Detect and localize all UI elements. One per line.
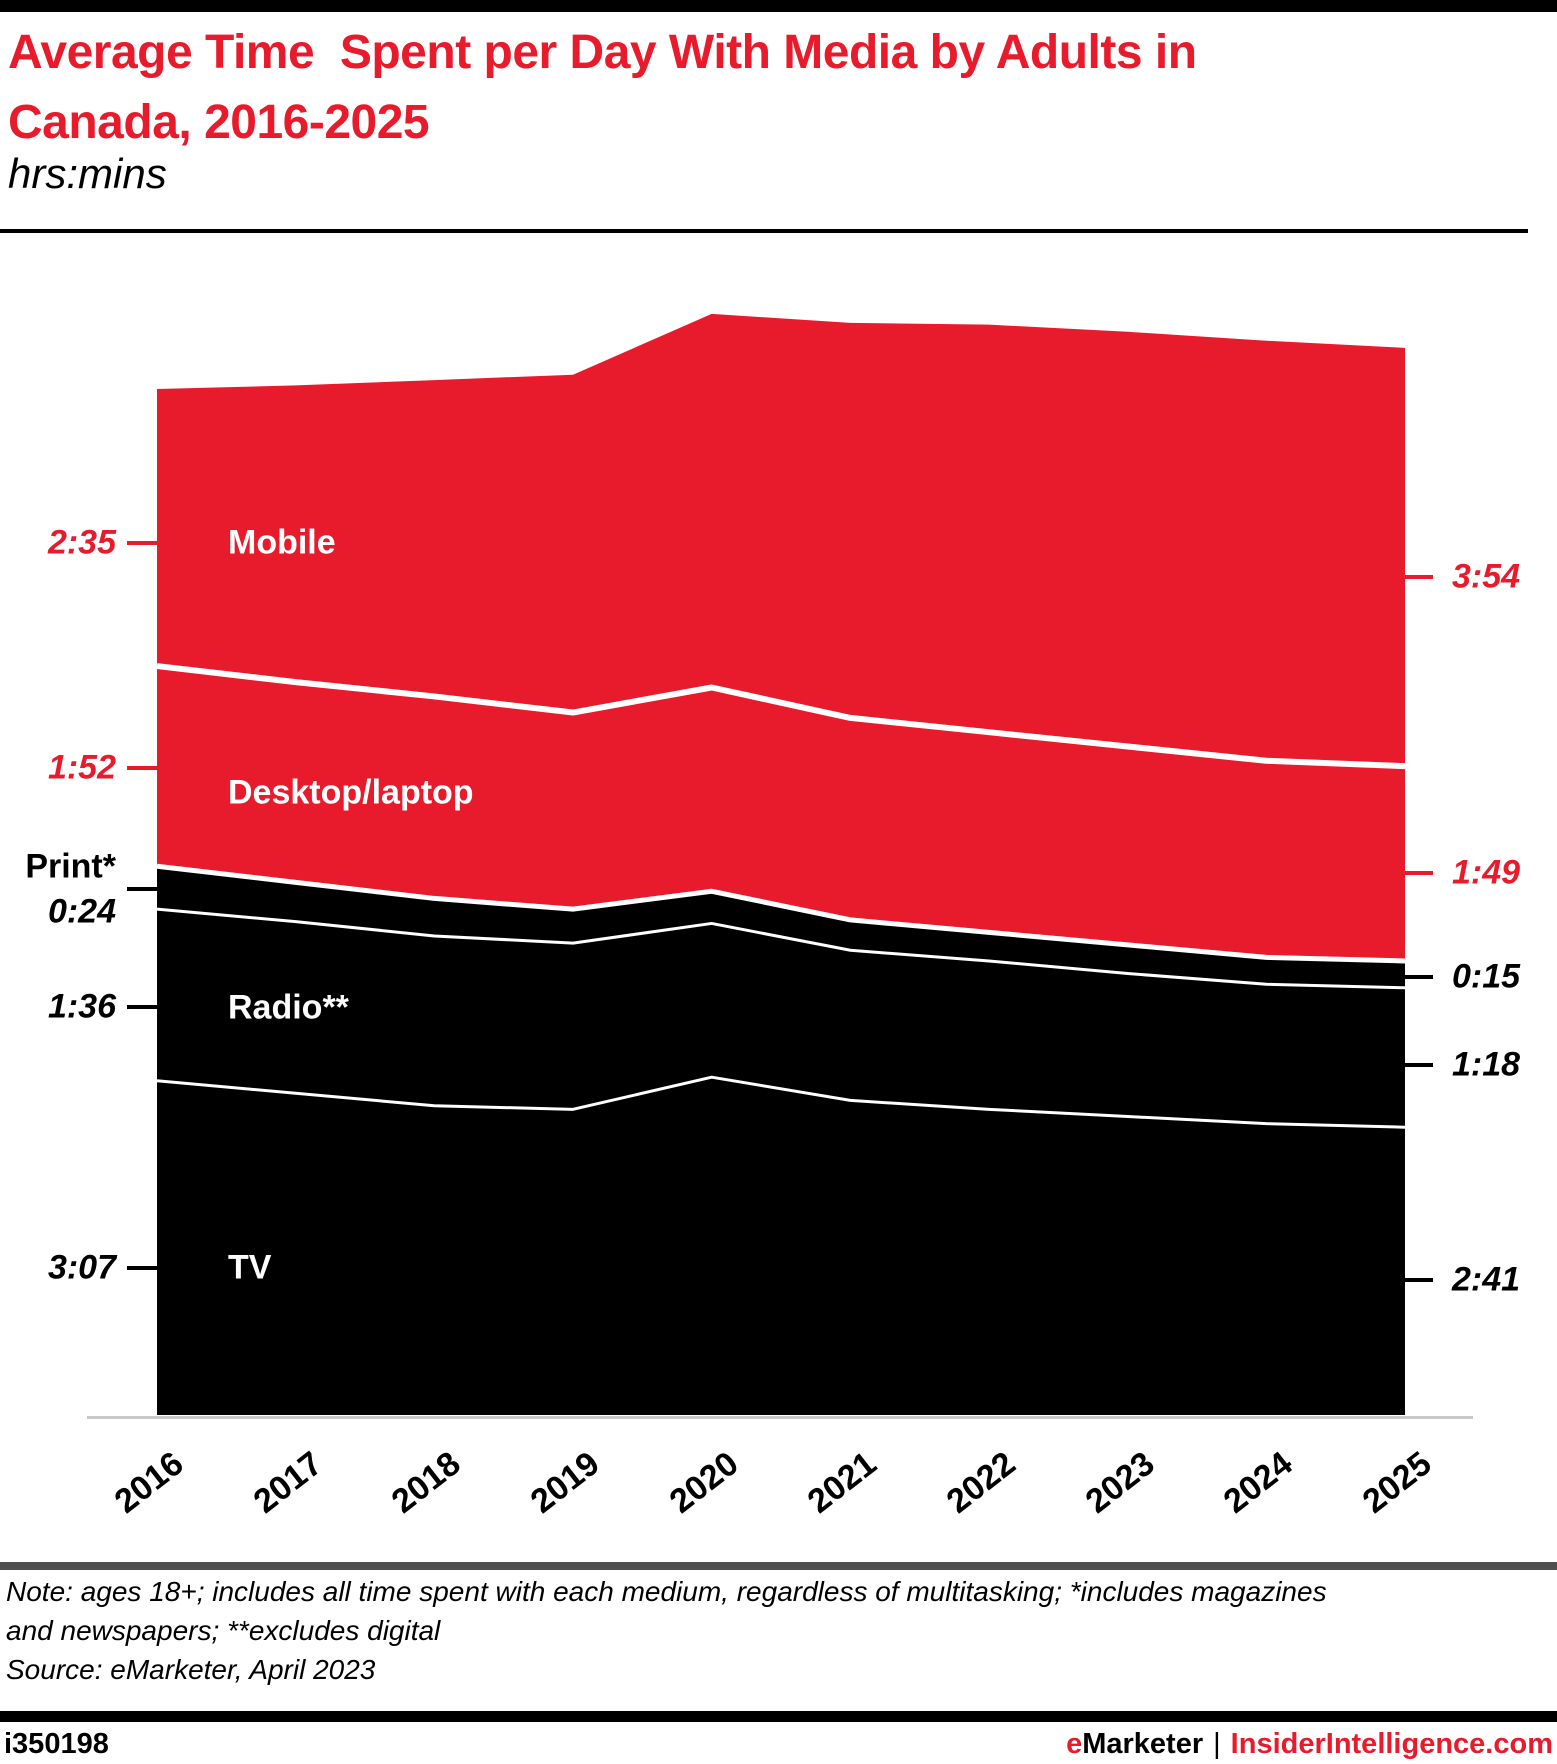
chart-id: i350198	[4, 1728, 109, 1760]
brand-separator: |	[1213, 1728, 1221, 1760]
series-label-mobile: Mobile	[228, 523, 336, 562]
boundary-above-desktoplaptop	[156, 663, 1406, 770]
left-axis-label: 3:07	[47, 1248, 116, 1287]
left-axis-label: 2:35	[47, 523, 116, 562]
emarketer-logo-rest: Marketer	[1082, 1728, 1204, 1760]
series-label-desktoplaptop: Desktop/laptop	[228, 773, 474, 812]
right-axis-label: 1:49	[1452, 853, 1521, 892]
area-print	[157, 866, 1405, 988]
chart-title: Average Time Spent per Day With Media by…	[8, 26, 1197, 149]
boundary-above-print	[156, 863, 1406, 964]
chart-subtitle: hrs:mins	[8, 150, 167, 197]
right-axis-label: 1:18	[1452, 1045, 1521, 1084]
note-text-line-2: and newspapers; **excludes digital	[6, 1615, 441, 1646]
left-axis-label: Print*	[25, 847, 116, 886]
series-label-radio: Radio**	[228, 988, 349, 1027]
right-axis-label: 0:15	[1452, 957, 1521, 996]
right-axis-label: 2:41	[1452, 1260, 1521, 1299]
area-tv	[157, 1077, 1405, 1415]
series-label-tv: TV	[228, 1248, 272, 1287]
note-divider	[0, 1562, 1557, 1570]
area-radio	[157, 909, 1405, 1128]
left-axis-label: 1:52	[47, 748, 116, 787]
source-text: Source: eMarketer, April 2023	[6, 1654, 376, 1685]
area-mobile	[157, 313, 1405, 767]
header-divider	[0, 229, 1528, 233]
emarketer-logo-e: e	[1066, 1728, 1083, 1760]
boundary-above-radio	[156, 907, 1406, 990]
area-desktoplaptop	[157, 666, 1405, 961]
top-border-bar	[0, 0, 1557, 12]
right-axis-label: 3:54	[1452, 557, 1521, 596]
insider-intelligence-link: InsiderIntelligence.com	[1230, 1728, 1553, 1760]
footer-bar	[0, 1711, 1557, 1722]
note-text-line-1: Note: ages 18+; includes all time spent …	[6, 1576, 1327, 1607]
brand-lockup: eMarketer | InsiderIntelligence.com	[1066, 1728, 1553, 1761]
boundary-above-tv	[156, 1075, 1406, 1129]
left-axis-label: 0:24	[47, 892, 116, 931]
left-axis-label: 1:36	[47, 987, 116, 1026]
